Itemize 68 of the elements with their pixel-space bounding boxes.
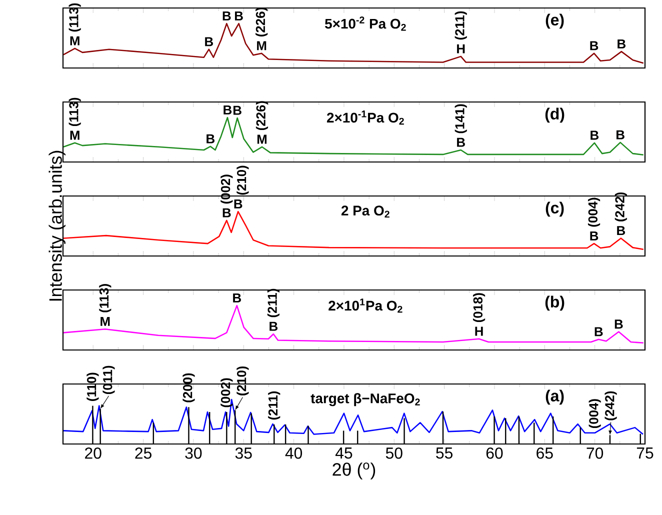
annotation: (211) xyxy=(268,391,280,420)
annotation: B xyxy=(234,199,242,208)
x-tick-label: 55 xyxy=(436,448,452,459)
annotation: B xyxy=(594,327,603,336)
chart-title: (c) xyxy=(546,202,564,217)
chart-subtitle: 5×10$^{-2}$ Pa O$_{2}$ xyxy=(324,16,406,31)
annotation: (242) xyxy=(614,192,627,222)
x-tick-label: 50 xyxy=(386,448,402,459)
annotation: H xyxy=(457,44,465,54)
y-axis-title: Intensity (arb.units) xyxy=(48,150,66,301)
annotation: H xyxy=(475,326,483,336)
annotation: B xyxy=(457,138,465,147)
x-tick-label: 75 xyxy=(636,448,654,459)
annotation: (002) xyxy=(220,378,233,408)
annotation: M xyxy=(100,317,110,326)
chart-title: (b) xyxy=(545,296,564,311)
chart-subtitle: 2 Pa O$_{2}$ xyxy=(341,206,390,218)
annotation: (242) xyxy=(604,391,617,420)
annotation: (011) xyxy=(102,366,115,394)
annotation: M xyxy=(257,134,267,144)
annotation: B xyxy=(205,37,213,46)
annotation: M xyxy=(70,130,80,140)
annotation: (226) xyxy=(256,8,268,36)
annotation: (004) xyxy=(588,399,601,428)
annotation: (018) xyxy=(472,293,486,322)
x-tick-label: 60 xyxy=(486,448,503,459)
annotation: (002) xyxy=(220,174,233,204)
annotation: B xyxy=(617,226,626,236)
annotation: (210) xyxy=(236,166,249,195)
annotation: B xyxy=(614,320,623,329)
annotation: M xyxy=(70,36,80,46)
annotation: (004) xyxy=(588,198,600,227)
annotation: (141) xyxy=(454,104,467,134)
annotation: B xyxy=(206,134,214,144)
chart-title: (e) xyxy=(546,14,564,29)
annotation: B xyxy=(590,41,598,50)
annotation: B xyxy=(233,106,242,115)
annotation: (200) xyxy=(182,373,195,402)
annotation: B xyxy=(224,105,232,114)
annotation: B xyxy=(222,208,231,218)
annotation: M xyxy=(257,41,266,50)
x-tick-label: 40 xyxy=(285,448,302,459)
annotation: (113) xyxy=(68,3,81,32)
annotation: (110) xyxy=(86,372,99,401)
x-tick-label: 35 xyxy=(235,448,252,459)
annotation: (210) xyxy=(236,366,249,396)
x-tick-label: 30 xyxy=(185,448,202,459)
x-tick-label: 20 xyxy=(85,448,102,459)
annotation: B xyxy=(270,322,278,331)
chart-subtitle: 2×10$^{-1}$Pa O$_{2}$ xyxy=(326,110,404,125)
annotation: B xyxy=(618,39,626,48)
annotation: B xyxy=(233,293,241,302)
x-tick-label: 45 xyxy=(335,448,352,459)
annotation: B xyxy=(616,130,624,140)
chart-title: (a) xyxy=(546,390,564,405)
chart-subtitle: 2×10$^{1}$Pa O$_{2}$ xyxy=(328,298,402,313)
x-axis-title: 2θ ($^{o}$) xyxy=(332,462,376,480)
annotation: (211) xyxy=(454,11,467,40)
annotation: B xyxy=(234,11,243,20)
annotation: (113) xyxy=(68,98,81,126)
annotation: B xyxy=(590,231,598,240)
annotation: B xyxy=(222,11,231,20)
annotation: B xyxy=(590,130,599,140)
chart-subtitle: target β−NaFeO$_{2}$ xyxy=(310,393,420,406)
x-tick-label: 65 xyxy=(536,448,553,459)
chart-title: (d) xyxy=(545,108,564,123)
x-tick-label: 70 xyxy=(586,448,604,459)
x-tick-label: 25 xyxy=(135,448,152,459)
